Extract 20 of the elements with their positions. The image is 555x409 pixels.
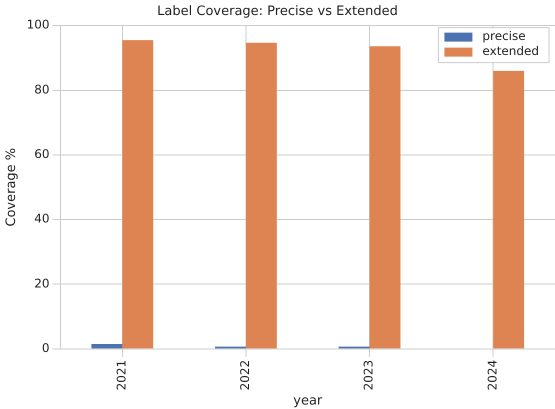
x-axis-title: year xyxy=(293,394,323,409)
bar xyxy=(370,46,400,348)
y-axis-title: Coverage % xyxy=(4,148,20,227)
y-tick-label: 0 xyxy=(42,340,50,355)
bar xyxy=(493,70,524,348)
x-tick-label: 2022 xyxy=(238,360,252,390)
chart-title: Label Coverage: Precise vs Extended xyxy=(157,4,398,20)
bar xyxy=(91,344,122,348)
x-tick-label: 2023 xyxy=(362,360,376,390)
y-tick-label: 20 xyxy=(34,276,50,290)
y-tick-label: 80 xyxy=(34,82,50,96)
legend-label: extended xyxy=(482,44,540,58)
x-tick-label: 2021 xyxy=(114,360,128,390)
legend-label: precise xyxy=(482,29,526,44)
y-tick-label: 40 xyxy=(34,212,50,226)
y-tick-label: 60 xyxy=(34,147,50,162)
y-tick-label: 100 xyxy=(26,18,50,32)
bar xyxy=(246,42,277,348)
bar xyxy=(122,40,154,348)
x-tick-label: 2024 xyxy=(485,360,500,390)
